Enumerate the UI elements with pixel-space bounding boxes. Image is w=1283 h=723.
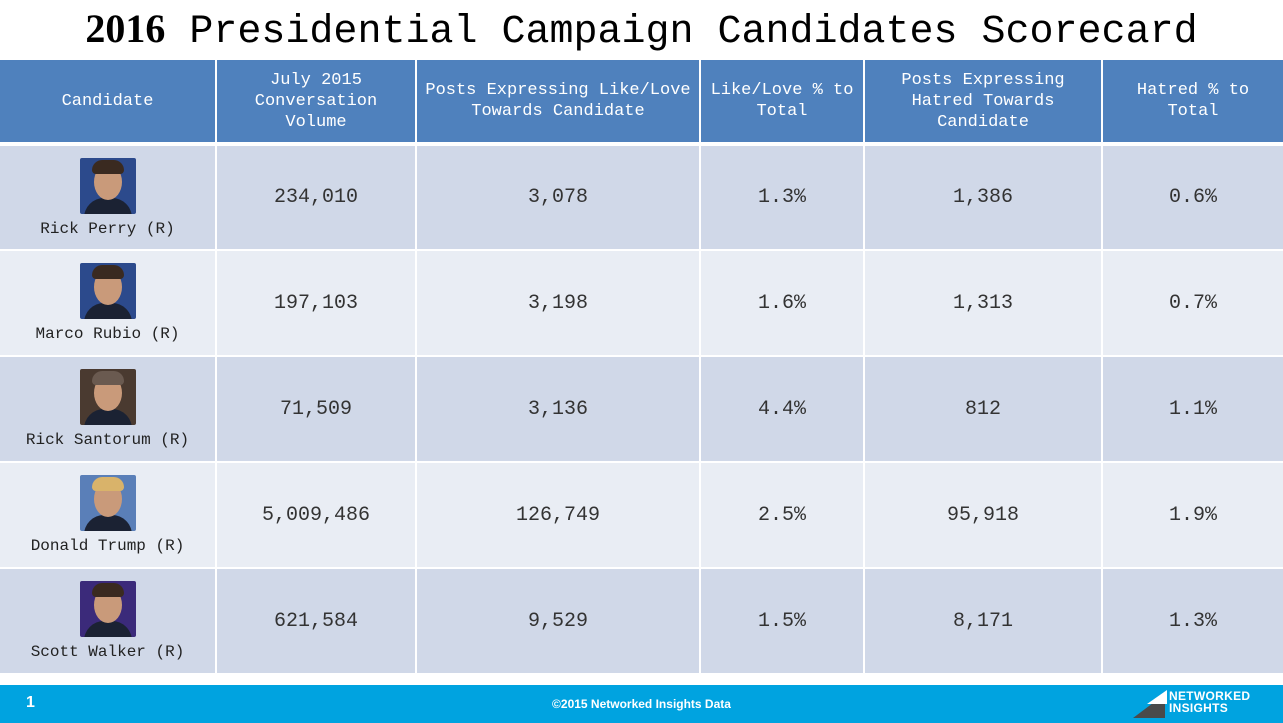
love-posts-cell: 126,749 <box>416 462 701 569</box>
candidate-name: Rick Perry (R) <box>40 219 175 238</box>
table-row: Scott Walker (R) 621,584 9,529 1.5% 8,17… <box>0 568 1283 675</box>
table-row: Donald Trump (R) 5,009,486 126,749 2.5% … <box>0 462 1283 569</box>
header-love-posts: Posts Expressing Like/Love Towards Candi… <box>416 60 701 146</box>
title-text: Presidential Campaign Candidates Scoreca… <box>165 10 1198 55</box>
candidate-photo <box>79 157 136 214</box>
love-posts-cell: 3,136 <box>416 356 701 463</box>
volume-cell: 71,509 <box>216 356 417 463</box>
hate-posts-cell: 1,313 <box>864 250 1103 357</box>
hate-pct-cell: 0.7% <box>1102 250 1283 357</box>
candidate-name: Rick Santorum (R) <box>25 431 190 449</box>
love-posts-cell: 9,529 <box>416 568 701 675</box>
love-posts-cell: 3,198 <box>416 250 701 357</box>
love-pct-cell: 4.4% <box>700 356 865 463</box>
hate-posts-cell: 1,386 <box>864 144 1103 251</box>
candidate-cell: Rick Santorum (R) <box>0 356 217 463</box>
candidate-photo <box>79 475 136 531</box>
copyright-text: ©2015 Networked Insights Data <box>552 697 731 711</box>
footer-bar: 1 ©2015 Networked Insights Data NETWORKE… <box>0 685 1283 723</box>
networked-insights-logo: NETWORKED INSIGHTS <box>1133 688 1253 720</box>
header-hate-pct: Hatred % to Total <box>1102 60 1283 146</box>
hate-pct-cell: 1.9% <box>1102 462 1283 569</box>
page-title: 2016 Presidential Campaign Candidates Sc… <box>0 0 1283 58</box>
candidate-photo <box>79 581 136 637</box>
logo-line-2: INSIGHTS <box>1169 701 1229 715</box>
candidate-cell: Scott Walker (R) <box>0 568 217 675</box>
hate-posts-cell: 812 <box>864 356 1103 463</box>
candidate-cell: Marco Rubio (R) <box>0 250 217 357</box>
volume-cell: 621,584 <box>216 568 417 675</box>
candidate-photo <box>79 369 136 425</box>
header-volume: July 2015 Conversation Volume <box>216 60 417 146</box>
header-candidate: Candidate <box>0 60 217 146</box>
table-row: Rick Santorum (R) 71,509 3,136 4.4% 812 … <box>0 356 1283 463</box>
header-row: Candidate July 2015 Conversation Volume … <box>0 60 1283 146</box>
table-row: Marco Rubio (R) 197,103 3,198 1.6% 1,313… <box>0 250 1283 357</box>
hate-posts-cell: 95,918 <box>864 462 1103 569</box>
hate-posts-cell: 8,171 <box>864 568 1103 675</box>
header-love-pct: Like/Love % to Total <box>700 60 865 146</box>
hate-pct-cell: 1.3% <box>1102 568 1283 675</box>
page-number: 1 <box>26 694 35 711</box>
love-pct-cell: 1.6% <box>700 250 865 357</box>
table-row: Rick Perry (R) 234,010 3,078 1.3% 1,386 … <box>0 144 1283 251</box>
love-pct-cell: 1.3% <box>700 144 865 251</box>
hate-pct-cell: 1.1% <box>1102 356 1283 463</box>
love-pct-cell: 2.5% <box>700 462 865 569</box>
candidate-cell: Donald Trump (R) <box>0 462 217 569</box>
candidate-name: Scott Walker (R) <box>30 643 185 661</box>
header-hate-posts: Posts Expressing Hatred Towards Candidat… <box>864 60 1103 146</box>
love-posts-cell: 3,078 <box>416 144 701 251</box>
candidate-cell: Rick Perry (R) <box>0 144 217 251</box>
hate-pct-cell: 0.6% <box>1102 144 1283 251</box>
candidate-name: Marco Rubio (R) <box>35 325 180 343</box>
volume-cell: 5,009,486 <box>216 462 417 569</box>
candidate-name: Donald Trump (R) <box>30 537 185 555</box>
candidate-photo <box>79 263 136 319</box>
logo-line-1: NETWORKED <box>1169 689 1251 703</box>
volume-cell: 197,103 <box>216 250 417 357</box>
title-year: 2016 <box>85 6 166 51</box>
scorecard-table: Candidate July 2015 Conversation Volume … <box>0 60 1283 675</box>
volume-cell: 234,010 <box>216 144 417 251</box>
love-pct-cell: 1.5% <box>700 568 865 675</box>
